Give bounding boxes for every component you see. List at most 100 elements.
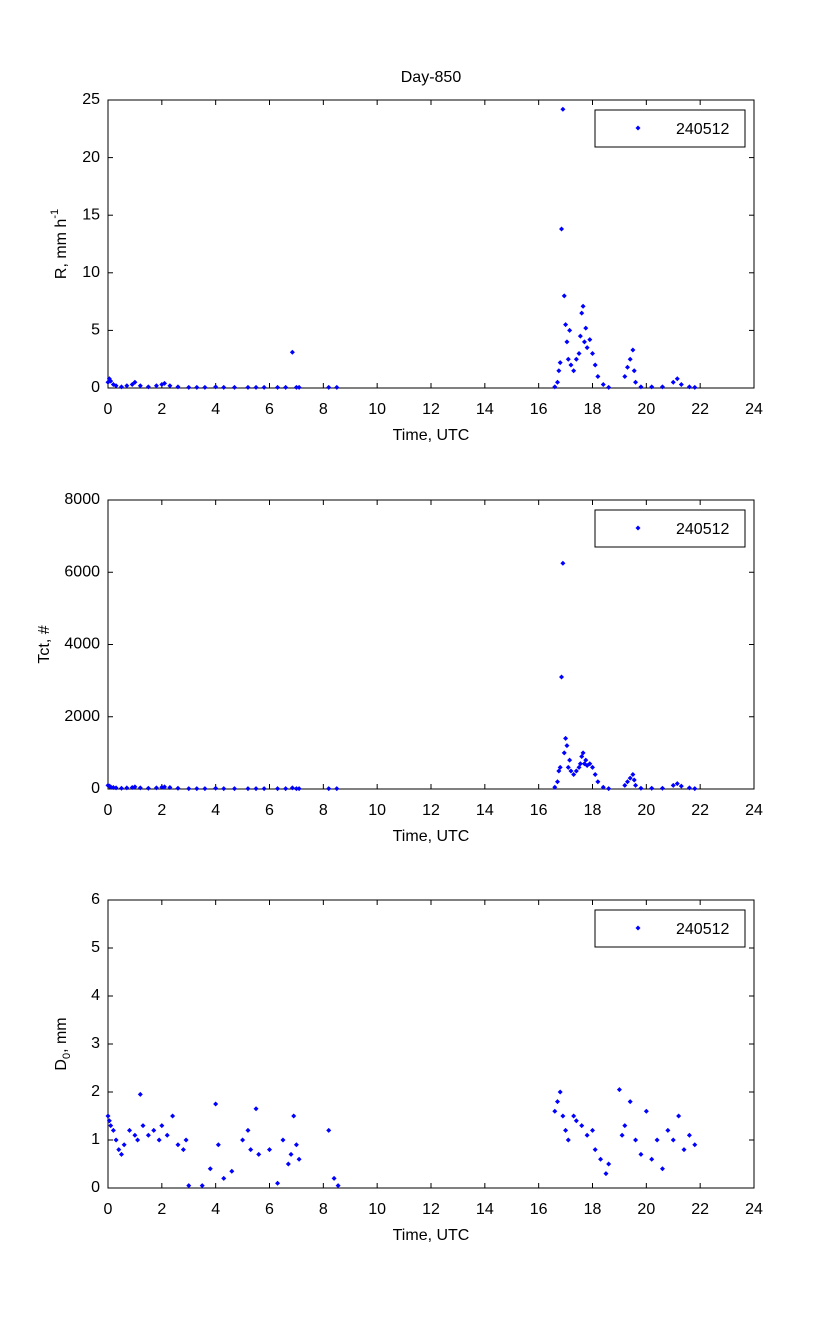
point [583,325,589,331]
point [674,376,680,382]
point [253,786,259,792]
y-tick-label: 3 [91,1035,100,1052]
point [153,785,159,791]
x-tick-label: 8 [319,401,328,418]
legend-marker [635,925,641,931]
point [296,384,302,390]
point [132,1132,138,1138]
point [557,1089,563,1095]
point [118,384,124,390]
legend-label: 240512 [676,121,729,138]
point [116,1147,122,1153]
point [692,1142,698,1148]
y-tick-label: 0 [91,379,100,396]
y-tick-label: 4 [91,987,100,1004]
point [674,781,680,787]
point [289,349,295,355]
point [579,1123,585,1129]
point [118,785,124,791]
point [137,785,143,791]
legend-box [594,509,746,548]
point [579,310,585,316]
point [170,1113,176,1119]
point [631,777,637,783]
point [156,1137,162,1143]
x-tick-label: 10 [368,401,386,418]
y-tick-label: 0 [91,1179,100,1196]
point [692,786,698,792]
y-tick-label: 10 [82,264,100,281]
y-axis-label: D0, mm [53,1017,73,1070]
point [108,1123,114,1129]
y-axis-label-part: R, mm h [53,219,70,279]
point [555,379,561,385]
point [221,786,227,792]
point [194,384,200,390]
y-axis-label-part: -1 [49,209,61,219]
point [267,1147,272,1153]
x-tick-label: 10 [368,1201,386,1218]
point [164,1132,170,1138]
point [567,327,573,333]
point [213,384,219,390]
x-axis-label: Time, UTC [393,1227,470,1244]
point [135,1137,141,1143]
point [293,1142,299,1148]
point [670,1137,676,1143]
y-tick-label: 1 [91,1131,100,1148]
point [565,764,571,770]
y-tick-label: 8000 [64,491,100,508]
point [583,757,589,763]
point [600,784,606,790]
point [137,383,143,389]
point [622,373,628,379]
point [121,1142,127,1148]
point [560,1113,566,1119]
legend-marker [635,125,641,131]
point [592,772,598,778]
point [293,384,299,390]
x-tick-label: 22 [691,401,709,418]
point [167,383,173,389]
point [261,384,267,390]
point [232,786,238,792]
legend-box [594,109,746,148]
point [559,674,565,680]
point [289,785,295,791]
x-tick-label: 0 [104,802,113,819]
x-tick-label: 12 [422,401,440,418]
x-tick-label: 16 [530,1201,548,1218]
point [649,384,655,390]
point [627,1099,633,1105]
point [670,379,676,385]
point [649,1156,655,1162]
point [326,384,332,390]
point [606,384,612,390]
point [291,1113,297,1119]
point [643,1108,649,1114]
point [296,786,302,792]
point [334,786,340,792]
point [557,764,563,770]
point [576,350,582,356]
point [110,1127,116,1133]
point [280,1137,286,1143]
point [595,373,601,379]
point [556,368,562,374]
legend-label: 240512 [676,921,729,938]
point [555,779,561,785]
point [649,785,655,791]
y-tick-label: 2000 [64,708,100,725]
y-tick-label: 5 [91,939,100,956]
point [132,784,138,790]
y-tick-label: 6000 [64,563,100,580]
point [568,768,574,774]
point [627,356,633,362]
point [275,786,281,792]
point [561,750,567,756]
point [151,1127,157,1133]
x-tick-label: 0 [104,1201,113,1218]
point [153,383,159,389]
x-tick-label: 14 [476,401,494,418]
